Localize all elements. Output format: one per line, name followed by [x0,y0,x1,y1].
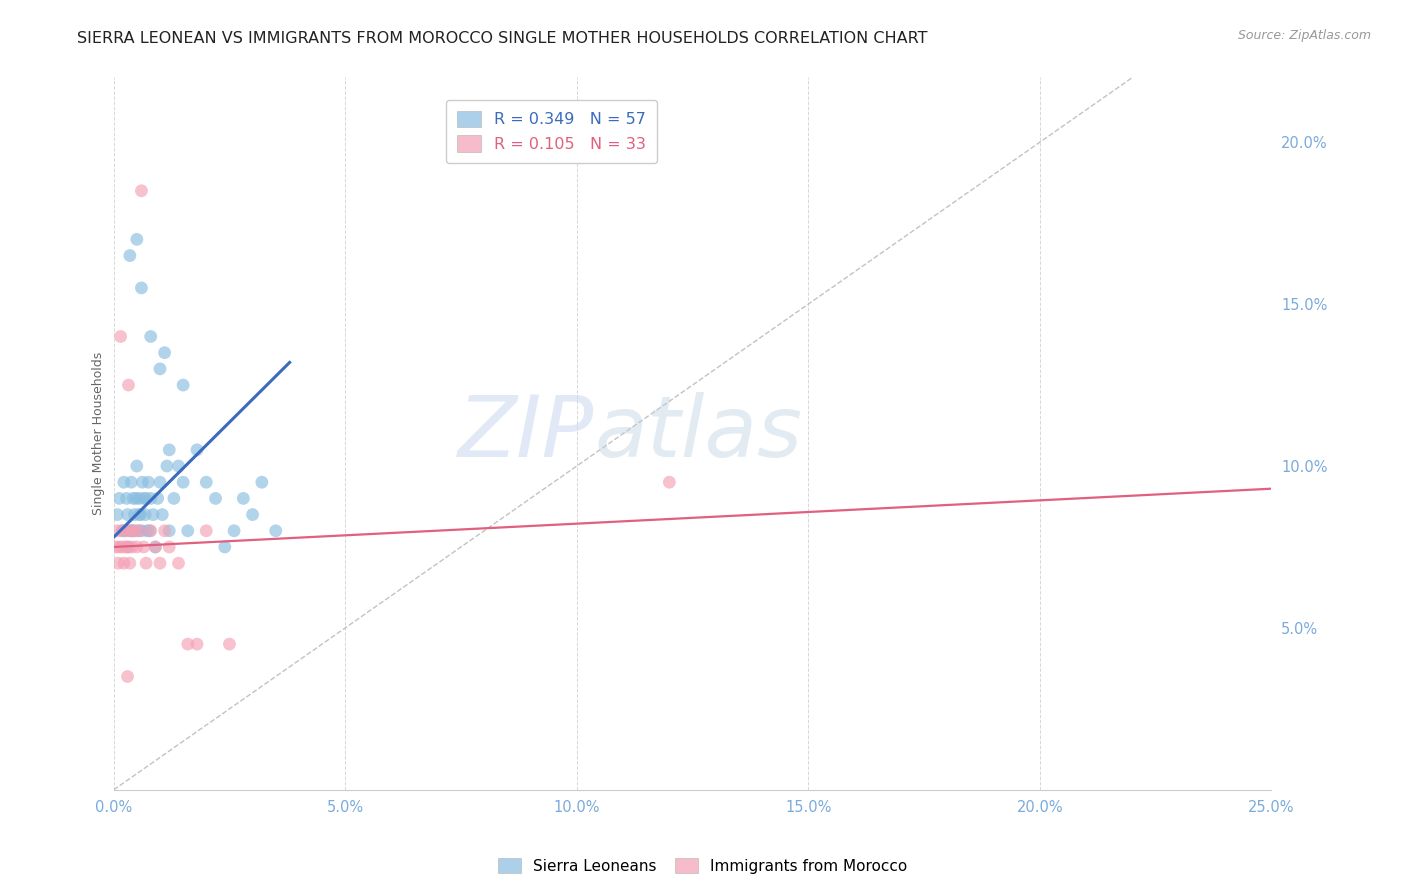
Point [186,637,208,651]
Point [131,475,153,490]
Point [122,524,145,538]
Point [121,524,143,538]
Point [142,508,165,522]
Point [117,669,139,683]
Point [157,524,180,538]
Point [163,491,186,506]
Point [658,475,681,490]
Point [117,508,139,522]
Point [167,556,190,570]
Point [135,556,157,570]
Point [150,508,173,522]
Point [125,458,148,473]
Point [117,540,139,554]
Point [114,524,136,538]
Point [149,475,172,490]
Point [264,524,287,538]
Point [131,184,153,198]
Text: Source: ZipAtlas.com: Source: ZipAtlas.com [1237,29,1371,42]
Point [139,329,162,343]
Point [117,378,139,392]
Point [118,524,141,538]
Point [105,508,128,522]
Point [125,540,148,554]
Point [112,556,135,570]
Point [124,524,146,538]
Point [134,508,156,522]
Point [204,491,226,506]
Point [139,491,162,506]
Point [131,524,153,538]
Point [195,524,218,538]
Point [107,556,129,570]
Point [214,540,236,554]
Point [115,524,138,538]
Point [108,540,131,554]
Point [114,540,136,554]
Point [115,491,138,506]
Point [128,508,150,522]
Point [172,475,194,490]
Legend: Sierra Leoneans, Immigrants from Morocco: Sierra Leoneans, Immigrants from Morocco [492,852,914,880]
Point [125,232,148,246]
Point [138,475,160,490]
Point [111,540,134,554]
Point [128,524,150,538]
Point [218,637,240,651]
Point [124,508,146,522]
Point [222,524,245,538]
Point [232,491,254,506]
Point [112,475,135,490]
Point [143,540,166,554]
Point [128,491,150,506]
Point [172,378,194,392]
Point [157,540,180,554]
Point [177,524,200,538]
Point [108,491,131,506]
Point [111,524,134,538]
Point [177,637,200,651]
Point [186,442,208,457]
Point [118,248,141,262]
Point [117,540,139,554]
Point [250,475,273,490]
Point [121,540,143,554]
Point [153,524,176,538]
Point [105,524,128,538]
Point [122,491,145,506]
Y-axis label: Single Mother Households: Single Mother Households [93,352,105,516]
Text: ZIP: ZIP [458,392,595,475]
Point [136,524,159,538]
Point [125,491,148,506]
Point [129,508,152,522]
Point [146,491,169,506]
Point [118,556,141,570]
Point [120,524,142,538]
Point [156,458,179,473]
Legend: R = 0.349   N = 57, R = 0.105   N = 33: R = 0.349 N = 57, R = 0.105 N = 33 [446,100,657,163]
Point [135,491,157,506]
Point [120,475,142,490]
Point [143,540,166,554]
Text: SIERRA LEONEAN VS IMMIGRANTS FROM MOROCCO SINGLE MOTHER HOUSEHOLDS CORRELATION C: SIERRA LEONEAN VS IMMIGRANTS FROM MOROCC… [77,31,928,46]
Point [242,508,264,522]
Point [167,458,190,473]
Point [149,556,172,570]
Point [139,524,162,538]
Point [153,345,176,359]
Point [131,281,153,295]
Text: atlas: atlas [595,392,801,475]
Point [110,329,132,343]
Point [149,362,172,376]
Point [157,442,180,457]
Point [139,524,162,538]
Point [111,524,134,538]
Point [127,524,149,538]
Point [132,540,155,554]
Point [132,491,155,506]
Point [104,540,127,554]
Point [195,475,218,490]
